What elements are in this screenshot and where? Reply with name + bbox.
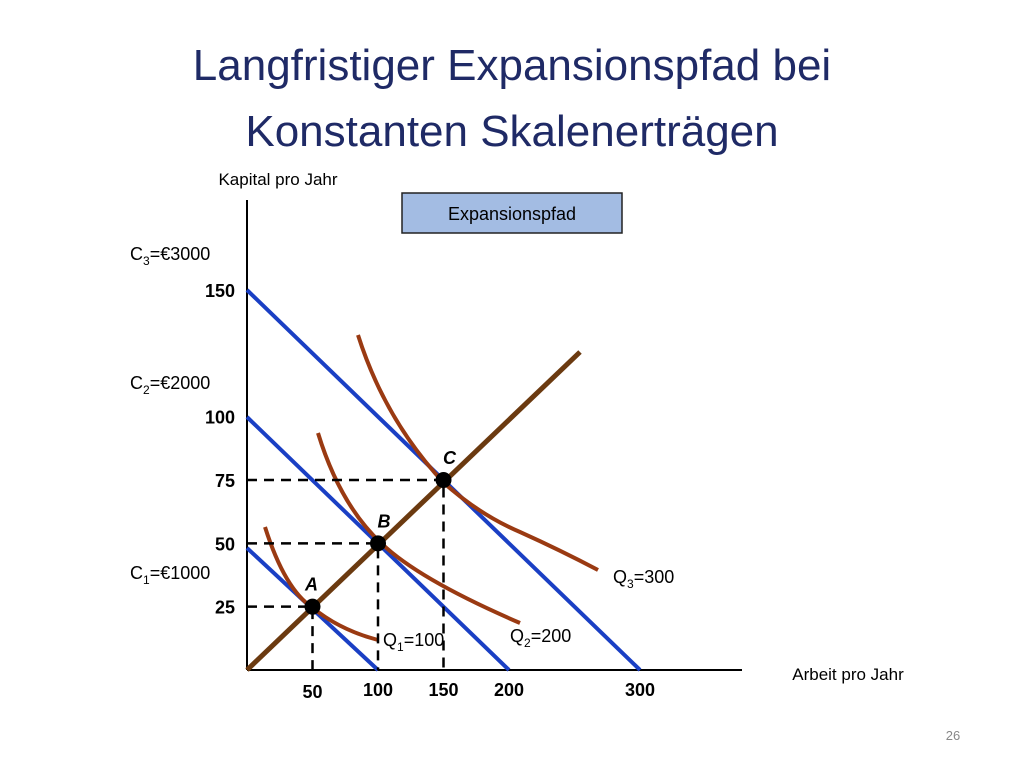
isocost-label: C3=€3000 (130, 244, 210, 268)
x-tick-label: 50 (302, 682, 322, 702)
isoquant-label-sub: 1 (397, 640, 404, 654)
isoquant-label-sub: 3 (627, 577, 634, 591)
isocost-label-sub: 3 (143, 254, 150, 268)
isocost-label: C1=€1000 (130, 563, 210, 587)
isoquant-label-base: Q (383, 630, 397, 650)
path-label: Expansionspfad (448, 204, 576, 224)
x-tick-label: 300 (625, 680, 655, 700)
x-axis-label: Arbeit pro Jahr (792, 665, 904, 684)
isocost-label: C2=€2000 (130, 373, 210, 397)
isoquant-label: Q1=100 (383, 630, 444, 654)
y-axis-label: Kapital pro Jahr (218, 170, 337, 189)
isoquant-label-base: Q (613, 567, 627, 587)
y-tick-label: 25 (215, 598, 235, 618)
point-label: A (304, 575, 318, 595)
isocost-label-base: C (130, 563, 143, 583)
y-tick-label: 50 (215, 534, 235, 554)
page-number: 26 (946, 728, 960, 743)
isoquant-label: Q3=300 (613, 567, 674, 591)
isoquant-label-sub: 2 (524, 636, 531, 650)
isoquant-label-rest: =200 (531, 626, 572, 646)
path-label-box (401, 192, 623, 234)
point (304, 598, 321, 615)
isocost-label-sub: 2 (143, 383, 150, 397)
isocost-label-base: C (130, 244, 143, 264)
x-tick-label: 100 (363, 680, 393, 700)
isocost-label-base: C (130, 373, 143, 393)
isocost-label-sub: 1 (143, 573, 150, 587)
dashed-guide (247, 605, 314, 670)
isoquant-label-rest: =100 (404, 630, 445, 650)
expansion-path (245, 350, 582, 672)
isocost-label-rest: =€2000 (150, 373, 211, 393)
isocost-label-rest: =€3000 (150, 244, 211, 264)
title-line: Langfristiger Expansionspfad bei (193, 41, 831, 90)
point-label: C (443, 448, 457, 468)
isoquant (356, 334, 599, 572)
isoquant (316, 432, 521, 625)
y-tick-label: 75 (215, 471, 235, 491)
point (370, 535, 386, 552)
point (435, 472, 452, 488)
isoquant-label: Q2=200 (510, 626, 571, 650)
y-tick-label: 100 (205, 408, 235, 428)
isocost-label-rest: =€1000 (150, 563, 211, 583)
x-tick-label: 150 (428, 680, 458, 700)
x-tick-label: 200 (494, 680, 524, 700)
point-label: B (378, 511, 391, 531)
title-line: Konstanten Skalenerträgen (245, 107, 778, 156)
y-tick-label: 150 (205, 281, 235, 301)
isoquant-label-base: Q (510, 626, 524, 646)
dashed-guide (247, 542, 380, 670)
isoquant-label-rest: =300 (634, 567, 675, 587)
